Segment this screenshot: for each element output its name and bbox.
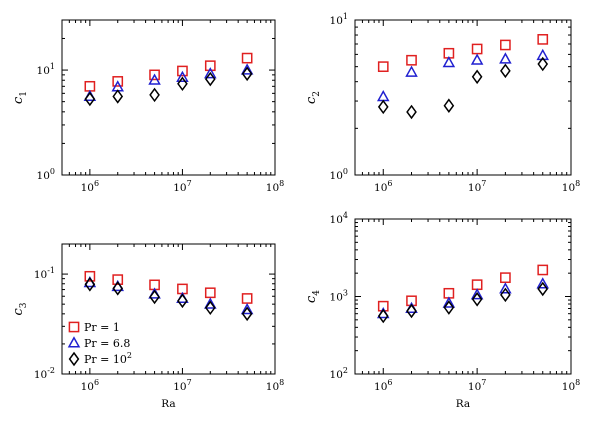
data-point — [177, 65, 188, 77]
x-tick-label: 107 — [173, 378, 191, 393]
y-axis-label: c4 — [304, 290, 322, 303]
data-point — [204, 297, 217, 309]
data-point — [204, 287, 216, 299]
x-tick-label: 108 — [266, 378, 284, 393]
data-point — [537, 281, 549, 297]
legend-marker — [67, 336, 81, 348]
panel-1: 106 107 108 100 101 c1 — [11, 19, 284, 194]
data-point — [84, 270, 96, 282]
x-tick-label: 107 — [468, 378, 486, 393]
data-point — [537, 56, 549, 72]
y-tick-label: 101 — [330, 12, 348, 27]
x-tick-label: 107 — [173, 179, 191, 194]
data-point — [376, 89, 390, 102]
data-point — [84, 80, 96, 92]
data-point — [442, 55, 456, 68]
data-point — [377, 61, 389, 73]
data-point — [536, 277, 550, 289]
data-point — [241, 52, 253, 64]
legend-label: Pr = 1 — [84, 321, 120, 334]
data-point — [406, 303, 417, 319]
data-point — [470, 288, 484, 300]
legend-label: Pr = 6.8 — [84, 337, 130, 350]
x-axis-label: Ra — [456, 398, 470, 410]
data-point — [112, 274, 124, 285]
data-point — [241, 66, 253, 82]
legend-marker — [68, 321, 80, 333]
data-point — [500, 287, 511, 303]
data-point — [149, 289, 160, 305]
data-point — [406, 104, 417, 120]
x-tick-label: 108 — [562, 378, 580, 393]
data-point — [241, 306, 253, 322]
data-point — [471, 292, 483, 307]
data-point — [149, 69, 160, 81]
data-point — [84, 91, 96, 107]
y-tick-label: 103 — [330, 289, 348, 304]
x-tick-label: 106 — [81, 179, 99, 194]
y-axis-label: c3 — [11, 302, 29, 315]
y-tick-label: 104 — [330, 211, 348, 226]
data-point — [241, 293, 253, 304]
data-point — [471, 69, 483, 85]
data-point — [471, 43, 483, 55]
data-point — [443, 300, 455, 315]
data-point — [500, 39, 511, 51]
data-point — [470, 53, 484, 65]
legend-label: Pr = 102 — [84, 351, 132, 366]
y-tick-label: 10-2 — [34, 366, 55, 381]
data-point — [204, 60, 216, 72]
y-tick-label: 101 — [37, 62, 55, 77]
data-point — [499, 52, 512, 64]
data-point — [112, 281, 124, 296]
x-tick-label: 107 — [468, 179, 486, 194]
legend: Pr = 1 Pr = 6.8Pr = 102 — [67, 321, 132, 367]
panel-4: 106 107 108 102 103 104 c4 Ra — [304, 211, 580, 410]
data-point — [536, 48, 550, 61]
data-point — [405, 65, 418, 77]
data-point — [500, 63, 511, 79]
data-point — [499, 282, 512, 294]
data-point — [377, 308, 389, 324]
data-point — [112, 89, 124, 104]
data-point — [240, 63, 254, 75]
y-axis-label: c1 — [11, 91, 29, 104]
data-point — [176, 70, 189, 83]
data-point — [204, 67, 217, 79]
data-point — [537, 264, 549, 276]
data-point — [148, 73, 161, 85]
data-point — [112, 76, 124, 87]
data-point — [377, 99, 389, 115]
data-point — [84, 277, 96, 292]
y-tick-label: 100 — [330, 167, 348, 182]
data-point — [471, 279, 483, 291]
x-tick-label: 106 — [374, 179, 392, 194]
y-tick-label: 10-1 — [34, 266, 55, 281]
data-point — [177, 76, 188, 92]
plot-frame — [354, 218, 572, 375]
y-tick-label: 100 — [37, 167, 55, 182]
data-point — [240, 302, 254, 315]
data-point — [442, 296, 456, 308]
panel-3: 106 107 108 10-2 10-1 c3 Ra Pr = 1 Pr = 6.8Pr = … — [11, 243, 284, 410]
data-point — [406, 54, 417, 66]
y-tick-label: 102 — [330, 366, 348, 381]
legend-marker — [68, 351, 80, 367]
data-point — [149, 87, 160, 103]
x-axis-label: Ra — [161, 398, 175, 410]
x-tick-label: 108 — [266, 179, 284, 194]
data-point — [177, 293, 188, 309]
y-axis-label: c2 — [304, 91, 322, 104]
data-point — [204, 300, 216, 316]
data-point — [500, 272, 511, 284]
panel-2: 106 107 108 100 101 c2 — [304, 12, 580, 194]
data-point — [204, 71, 216, 87]
x-tick-label: 108 — [562, 179, 580, 194]
data-point — [443, 98, 455, 113]
data-point — [537, 34, 549, 45]
x-tick-label: 106 — [374, 378, 392, 393]
x-tick-label: 106 — [81, 378, 99, 393]
